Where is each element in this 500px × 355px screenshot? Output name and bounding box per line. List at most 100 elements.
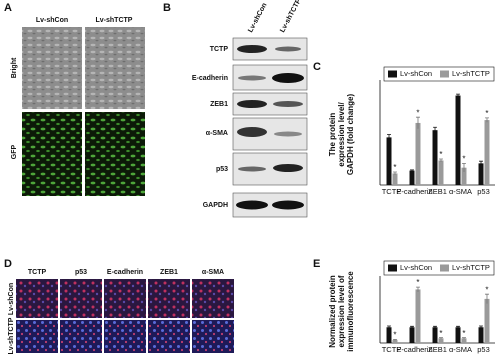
legend-box (383, 66, 495, 82)
error-bar (484, 293, 489, 304)
x-tick-label: TCTP (382, 187, 402, 196)
panel-label: C (313, 61, 321, 73)
image (22, 112, 82, 196)
y-axis-label: expression level of (337, 275, 346, 347)
error-bar (433, 325, 438, 329)
x-tick-label: α-SMA (449, 187, 472, 196)
bar (392, 173, 398, 185)
legend-swatch (440, 264, 449, 272)
y-axis-label: immunofluorescence (346, 271, 355, 352)
significance: * (439, 329, 442, 338)
blot (232, 37, 308, 218)
legend-swatch (440, 70, 449, 78)
bar (432, 327, 438, 343)
x-tick-label: ZEB1 (428, 345, 447, 354)
error-bar (456, 93, 461, 97)
bar (484, 120, 490, 185)
significance: * (485, 285, 488, 294)
x-tick-label: TCTP (382, 345, 402, 354)
error-bar (433, 126, 438, 134)
row-header: E-cadherin (192, 75, 228, 82)
error-bar (461, 162, 466, 173)
image-grid (16, 279, 234, 353)
row-header: Lv-shCon (8, 283, 15, 315)
row-header: α-SMA (206, 130, 228, 137)
significance: * (439, 150, 442, 159)
error-bar (415, 286, 420, 292)
column-header: α-SMA (202, 269, 224, 276)
bar (438, 338, 444, 343)
column-header: p53 (75, 269, 87, 276)
bar (392, 339, 398, 343)
bar (415, 122, 421, 185)
x-tick-label: ZEB1 (428, 187, 447, 196)
error-bar (461, 337, 466, 339)
row-header: Bright (11, 57, 18, 78)
bar (455, 95, 461, 185)
row-header: Lv-shTCTP (8, 317, 15, 354)
error-bar (387, 134, 392, 141)
error-bar (415, 116, 420, 129)
bar (461, 167, 467, 185)
bar (386, 327, 392, 343)
bar (415, 289, 421, 343)
significance: * (393, 330, 396, 339)
row-header: ZEB1 (210, 101, 228, 108)
x-tick-label: p53 (477, 187, 490, 196)
significance: * (416, 108, 419, 117)
column-header: Lv-shTCTP (96, 17, 133, 24)
error-bar (438, 337, 443, 339)
y-axis-label: GAPDH (fold change) (346, 94, 355, 176)
significance: * (393, 163, 396, 172)
bar (461, 338, 467, 343)
error-bar (387, 325, 392, 329)
legend-box (383, 260, 495, 276)
y-axis-label: Normalized protein (328, 275, 337, 348)
bar (432, 130, 438, 185)
bar (409, 327, 415, 343)
bar (478, 163, 484, 185)
panel-label: E (313, 258, 320, 270)
bar (455, 327, 461, 343)
image (85, 27, 145, 109)
x-tick-label: α-SMA (449, 345, 472, 354)
legend-label: Lv-shCon (400, 263, 432, 272)
bar (438, 160, 444, 185)
column-header: Lv-shCon (247, 2, 268, 34)
column-header: Lv-shCon (36, 17, 68, 24)
significance: * (416, 278, 419, 287)
bar (386, 137, 392, 185)
column-header: ZEB1 (160, 269, 178, 276)
row-header: TCTP (210, 46, 229, 53)
y-axis-label: expression level/ (337, 101, 346, 166)
error-bar (410, 325, 415, 329)
image (85, 112, 145, 196)
y-axis-label: The protein (328, 113, 337, 157)
bar (409, 170, 415, 185)
image (22, 27, 82, 109)
error-bar (479, 325, 484, 329)
bar (478, 327, 484, 343)
x-tick-label: p53 (477, 345, 490, 354)
error-bar (410, 169, 415, 172)
column-header: TCTP (28, 269, 47, 276)
significance: * (485, 109, 488, 118)
error-bar (392, 338, 397, 341)
panel-label: A (4, 2, 12, 14)
significance: * (462, 154, 465, 163)
error-bar (484, 117, 489, 123)
row-header: p53 (216, 166, 228, 173)
column-header: Lv-shTCTP (279, 0, 303, 34)
panel-label: D (4, 258, 12, 270)
x-tick-label: E-cadherin (396, 345, 432, 354)
error-bar (456, 325, 461, 329)
column-header: E-cadherin (107, 269, 143, 276)
error-bar (392, 171, 397, 175)
legend-label: Lv-shTCTP (452, 263, 490, 272)
row-header: GFP (11, 144, 18, 159)
row-header: GAPDH (203, 202, 228, 209)
legend-swatch (388, 70, 397, 78)
legend-label: Lv-shCon (400, 69, 432, 78)
legend-swatch (388, 264, 397, 272)
